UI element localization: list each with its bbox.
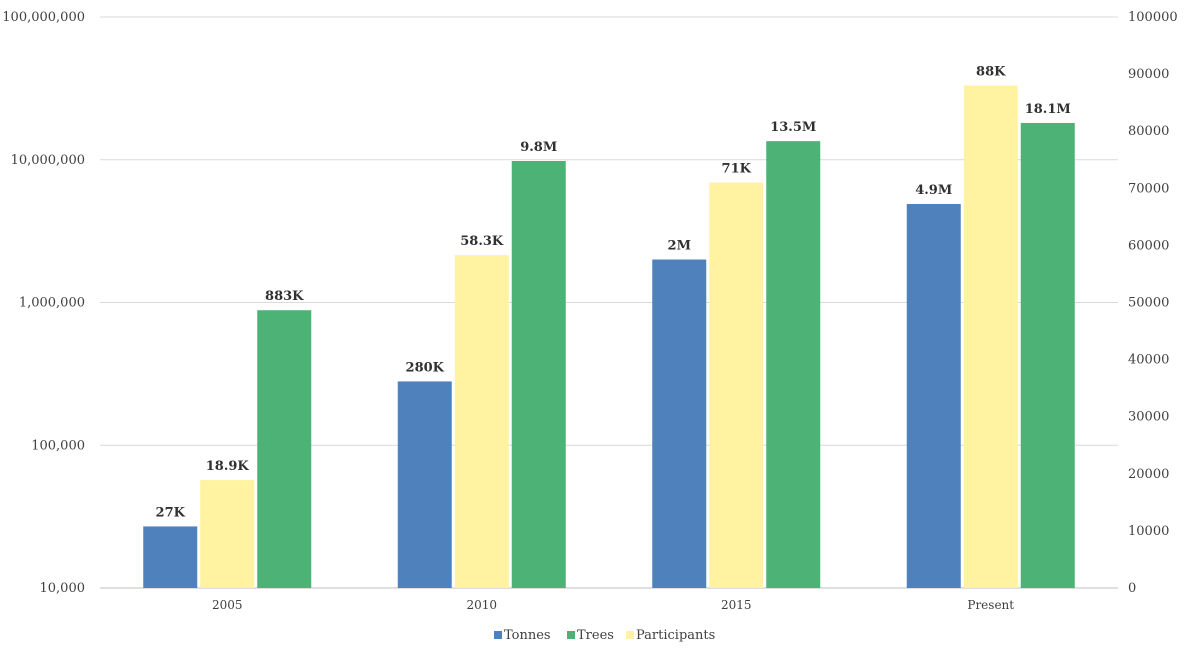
legend-label-tonnes: Tonnes (504, 628, 551, 643)
right-axis-tick-label: 100000 (1128, 10, 1178, 25)
data-label: 9.8M (520, 140, 557, 155)
left-axis-tick-label: 10,000 (40, 581, 86, 596)
category-label: 2010 (466, 598, 497, 612)
legend-swatch-trees (567, 631, 575, 639)
legend-label-trees: Trees (577, 628, 614, 643)
left-axis-tick-label: 100,000,000 (2, 10, 85, 25)
data-label: 71K (722, 162, 752, 177)
legend-swatch-participants (626, 631, 634, 639)
category-label: Present (967, 598, 1014, 612)
bar-participants-present (963, 85, 1018, 589)
left-axis-tick-label: 100,000 (31, 438, 85, 453)
right-axis-tick-label: 50000 (1128, 296, 1169, 311)
bar-tonnes-2010 (397, 381, 452, 588)
right-axis-tick-label: 20000 (1128, 467, 1169, 482)
right-axis-tick-label: 60000 (1128, 238, 1169, 253)
left-axis-tick-label: 1,000,000 (19, 296, 85, 311)
bar-tonnes-2005 (143, 526, 198, 588)
right-axis-tick-label: 30000 (1128, 410, 1169, 425)
bar-trees-2015 (766, 141, 821, 589)
right-axis-tick-label: 70000 (1128, 181, 1169, 196)
bar-trees-2005 (257, 310, 312, 588)
data-label: 18.1M (1025, 102, 1071, 117)
data-label: 27K (156, 505, 186, 520)
bar-tonnes-2015 (652, 259, 707, 588)
data-label: 18.9K (206, 459, 250, 474)
bar-participants-2005 (200, 480, 255, 588)
right-axis-tick-label: 40000 (1128, 353, 1169, 368)
bar-trees-2010 (511, 161, 566, 588)
data-label: 4.9M (915, 183, 952, 198)
data-label: 280K (406, 360, 445, 375)
bar-participants-2010 (454, 255, 509, 588)
right-axis-tick-label: 90000 (1128, 67, 1169, 82)
legend-swatch-tonnes (494, 631, 502, 639)
data-label: 2M (668, 239, 691, 254)
right-axis-tick-label: 0 (1128, 581, 1136, 596)
data-label: 58.3K (460, 234, 504, 249)
data-label: 13.5M (770, 120, 816, 135)
data-label: 883K (265, 289, 304, 304)
legend-label-participants: Participants (636, 628, 715, 643)
bar-trees-present (1020, 122, 1075, 589)
bar-participants-2015 (709, 182, 764, 588)
left-axis-tick-label: 10,000,000 (11, 153, 85, 168)
category-label: 2005 (212, 598, 243, 612)
category-label: 2015 (721, 598, 752, 612)
data-label: 88K (976, 65, 1006, 80)
right-axis-tick-label: 10000 (1128, 524, 1169, 539)
bar-tonnes-present (906, 203, 961, 589)
right-axis-tick-label: 80000 (1128, 124, 1169, 139)
